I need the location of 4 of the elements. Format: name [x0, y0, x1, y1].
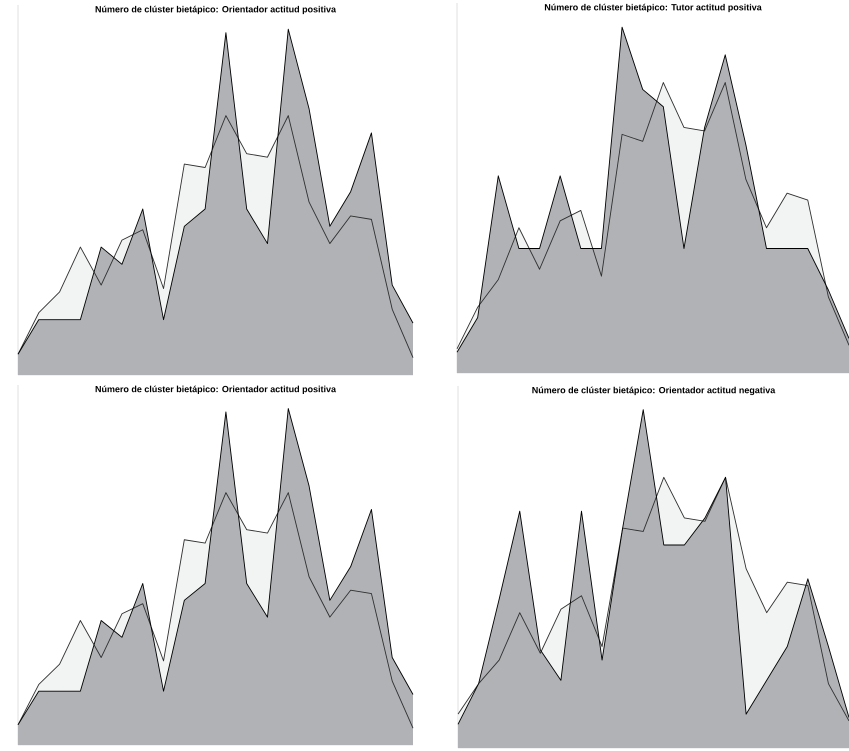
chart-title: Número de clúster bietápico: Orientador actitud negativa — [532, 386, 776, 396]
chart-title: Número de clúster bietápico: Orientador actitud positiva — [96, 386, 336, 394]
chart-title: Número de clúster bietápico: Orientador actitud positiva — [96, 6, 336, 14]
chart-title: Número de clúster bietápico: Tutor actitud positiva — [544, 4, 762, 12]
